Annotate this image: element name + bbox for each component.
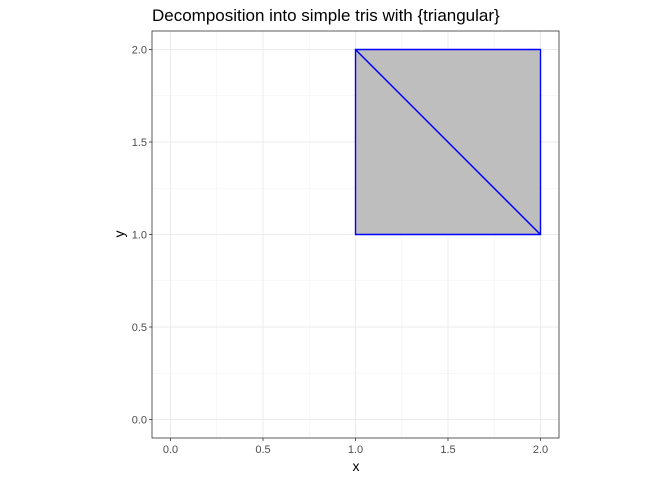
x-tick-label: 0.0 [163,444,178,456]
y-tick-label: 0.0 [132,415,147,427]
y-tick-label: 1.0 [132,230,147,242]
x-axis-ticks: 0.0 0.5 1.0 1.5 2.0 [163,438,548,456]
x-tick-label: 2.0 [533,444,548,456]
x-tick-label: 1.0 [348,444,363,456]
x-tick-label: 0.5 [255,444,270,456]
y-axis-title: y [111,231,127,238]
y-tick-label: 0.5 [132,322,147,334]
triangle-layer [354,48,542,236]
triangle [354,48,542,236]
y-tick-label: 1.5 [132,137,147,149]
x-tick-label: 1.5 [440,444,455,456]
chart-title: Decomposition into simple tris with {tri… [152,6,500,25]
x-axis-title: x [353,458,360,474]
y-axis-ticks: 0.0 0.5 1.0 1.5 2.0 [132,45,152,427]
y-tick-label: 2.0 [132,45,147,57]
